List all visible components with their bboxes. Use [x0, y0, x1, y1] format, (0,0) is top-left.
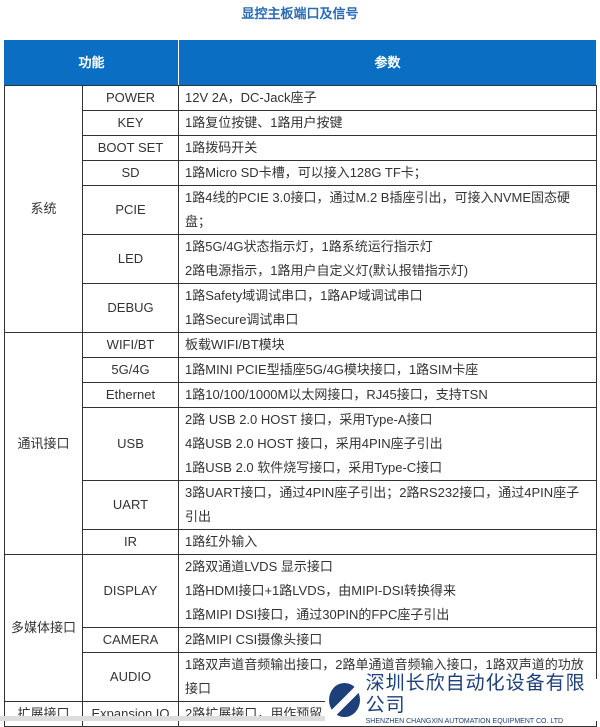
feature-params: 板载WIFI/BT模块 [178, 332, 597, 358]
table-row: BOOT SET 1路拨码开关 [5, 135, 597, 161]
feature-name: KEY [81, 110, 180, 136]
feature-name: Expansion IO [81, 701, 180, 727]
feature-params: 1路复位按键、1路用户按键 [178, 110, 597, 136]
param-line: 1路红外输入 [185, 534, 258, 549]
table-row: PCIE 1路4线的PCIE 3.0接口，通过M.2 B插座引出，可接入NVME固… [5, 185, 597, 235]
logo-cn: 深圳长欣自动化设备有限公司 [365, 673, 586, 716]
feature-name: IR [81, 529, 180, 555]
param-line: 1路Micro SD卡槽，可以接入128G TF卡； [185, 165, 427, 180]
feature-name: BOOT SET [81, 135, 180, 161]
table-row: UART 3路UART接口，通过4PIN座子引出；2路RS232接口，通过4PIN… [5, 480, 597, 530]
table-row: IR 1路红外输入 [5, 529, 597, 555]
header-params: 参数 [178, 40, 597, 86]
feature-name: WIFI/BT [81, 332, 180, 358]
feature-params: 1路Micro SD卡槽，可以接入128G TF卡； [178, 160, 597, 186]
feature-params: 1路Safety域调试串口，1路AP域调试串口 1路Secure调试串口 [178, 283, 597, 333]
param-line: 4路USB 2.0 HOST 接口，采用4PIN座子引出 [185, 436, 443, 451]
feature-name: SD [81, 160, 180, 186]
spec-table: 功能 参数 系统 POWER 12V 2A，DC-Jack座子 KEY 1路复位按键、1… [3, 40, 597, 727]
param-line: 1路Secure调试串口 [185, 312, 299, 327]
table-row: 多媒体接口 DISPLAY 2路双通道LVDS 显示接口 1路HDMI接口+1路LVD… [4, 554, 597, 702]
feature-params: 3路UART接口，通过4PIN座子引出；2路RS232接口，通过4PIN座子引出 [178, 480, 597, 530]
company-logo: 深圳长欣自动化设备有限公司 SHENZHEN CHANGXIN AUTOMATI… [325, 673, 600, 725]
table-row: Ethernet 1路10/100/1000M以太网接口，RJ45接口，支持TSN [5, 382, 597, 408]
param-line: 1路USB 2.0 软件烧写接口，采用Type-C接口 [185, 460, 443, 475]
feature-params: 2路MIPI CSI摄像头接口 [178, 627, 597, 653]
param-line: 2路 USB 2.0 HOST 接口，采用Type-A接口 [185, 412, 433, 427]
feature-params: 1路拨码开关 [178, 135, 597, 161]
param-line: 1路双声道音频输出接口，2路单通道音频输入接口，1路双声道的功放接口 [185, 657, 584, 696]
param-line: 1路5G/4G状态指示灯，1路系统运行指示灯 [185, 239, 433, 254]
feature-name: DISPLAY [81, 554, 180, 628]
group-label: 多媒体接口 [4, 554, 83, 702]
feature-name: PCIE [81, 185, 180, 235]
group-label: 系统 [4, 85, 83, 333]
table-header: 功能 参数 [3, 40, 597, 86]
feature-name: USB [81, 407, 180, 481]
feature-params: 1路10/100/1000M以太网接口，RJ45接口，支持TSN [178, 382, 597, 408]
header-func: 功能 [3, 40, 180, 86]
param-line: 1路Safety域调试串口，1路AP域调试串口 [185, 288, 423, 303]
param-line: 2路MIPI CSI摄像头接口 [185, 632, 323, 647]
logo-en: SHENZHEN CHANGXIN AUTOMATION EQUIPMENT C… [365, 718, 564, 725]
group-label: 通讯接口 [4, 332, 83, 555]
feature-name: Ethernet [81, 382, 180, 408]
feature-params: 2路 USB 2.0 HOST 接口，采用Type-A接口 4路USB 2.0 H… [178, 407, 597, 481]
param-line: 1路复位按键、1路用户按键 [185, 115, 343, 130]
group-label: 扩展接口 [4, 701, 83, 727]
table-row: USB 2路 USB 2.0 HOST 接口，采用Type-A接口 4路USB 2.… [5, 407, 597, 481]
table-row: 5G/4G 1路MINI PCIE型插座5G/4G模块接口，1路SIM卡座 [5, 357, 597, 383]
feature-params: 1路4线的PCIE 3.0接口，通过M.2 B插座引出，可接入NVME固态硬盘； [178, 185, 597, 235]
param-line: 12V 2A，DC-Jack座子 [185, 90, 317, 105]
param-line: 1路MIPI DSI接口，通过30PIN的FPC座子引出 [185, 607, 450, 622]
feature-params: 12V 2A，DC-Jack座子 [178, 85, 597, 111]
feature-name: 5G/4G [81, 357, 180, 383]
param-line: 2路双通道LVDS 显示接口 [185, 559, 333, 574]
param-line: 3路UART接口，通过4PIN座子引出；2路RS232接口，通过4PIN座子引出 [185, 485, 580, 524]
feature-name: CAMERA [81, 627, 180, 653]
logo-icon [329, 683, 360, 717]
table-row: LED 1路5G/4G状态指示灯，1路系统运行指示灯 2路电源指示，1路用户自定义灯… [5, 234, 597, 284]
feature-name: UART [81, 480, 180, 530]
table-row: 通讯接口 WIFI/BT 板载WIFI/BT模块 [4, 332, 597, 555]
param-line: 1路拨码开关 [185, 140, 258, 155]
param-line: 1路MINI PCIE型插座5G/4G模块接口，1路SIM卡座 [185, 362, 479, 377]
feature-name: AUDIO [81, 652, 180, 702]
param-line: 2路电源指示，1路用户自定义灯(默认报错指示灯) [185, 263, 469, 278]
table-row: 系统 POWER 12V 2A，DC-Jack座子 [4, 85, 597, 333]
table-row: KEY 1路复位按键、1路用户按键 [5, 110, 597, 136]
param-line: 1路4线的PCIE 3.0接口，通过M.2 B插座引出，可接入NVME固态硬盘； [185, 190, 571, 229]
page-title: 显控主板端口及信号 [241, 6, 359, 21]
feature-name: POWER [81, 85, 180, 111]
param-line: 1路10/100/1000M以太网接口，RJ45接口，支持TSN [185, 387, 488, 402]
table-row: DEBUG 1路Safety域调试串口，1路AP域调试串口 1路Secure调试串口 [5, 283, 597, 333]
feature-name: DEBUG [81, 283, 180, 333]
feature-name: LED [81, 234, 180, 284]
feature-params: 1路5G/4G状态指示灯，1路系统运行指示灯 2路电源指示，1路用户自定义灯(默认… [178, 234, 597, 284]
table-row: CAMERA 2路MIPI CSI摄像头接口 [5, 627, 597, 653]
param-line: 1路HDMI接口+1路LVDS，由MIPI-DSI转换得来 [185, 583, 457, 598]
feature-params: 1路红外输入 [178, 529, 597, 555]
feature-params: 1路MINI PCIE型插座5G/4G模块接口，1路SIM卡座 [178, 357, 597, 383]
feature-params: 2路双通道LVDS 显示接口 1路HDMI接口+1路LVDS，由MIPI-DSI转… [178, 554, 597, 628]
param-line: 板载WIFI/BT模块 [185, 337, 285, 352]
scrollbar[interactable] [0, 716, 325, 721]
table-row: SD 1路Micro SD卡槽，可以接入128G TF卡； [5, 160, 597, 186]
